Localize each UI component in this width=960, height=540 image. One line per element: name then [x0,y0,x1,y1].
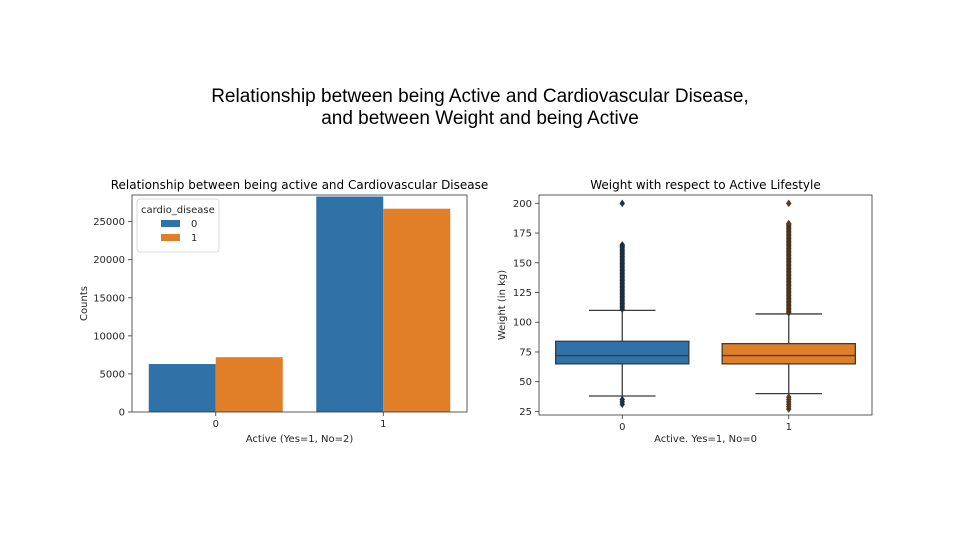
bar-legend-label-0: 0 [191,219,197,230]
bar-series-0-cat-0 [148,364,216,412]
bar-x-axis-label: Active (Yes=1, No=2) [246,434,354,445]
box-y-tick-label: 150 [513,258,532,269]
box-y-tick-label: 100 [513,318,532,329]
bar-legend-swatch-0 [161,220,180,227]
box-y-tick-label: 125 [513,288,532,299]
box-y-tick-label: 50 [519,377,532,388]
box-y-tick-label: 200 [513,199,532,210]
bar-series-0-cat-1 [316,196,384,412]
bar-y-tick-label: 10000 [93,331,125,342]
box-y-tick-label: 175 [513,229,532,240]
box-1-outlier [786,393,792,402]
box-x-tick-label: 1 [786,422,792,433]
box-0-iqr-box [555,340,690,365]
bar-legend-label-1: 1 [191,233,197,244]
box-chart-frame [538,194,873,416]
bar-series-1-cat-0 [215,357,283,412]
slide-title-line-1: Relationship between being Active and Ca… [211,86,749,107]
box-x-tick-label: 0 [619,422,625,433]
bar-series-1-cat-1 [383,208,451,412]
box-1-iqr-box [721,342,857,365]
bar-legend-swatch-1 [161,234,180,241]
box-y-axis-label: Weight (in kg) [497,270,508,340]
bar-y-tick-label: 0 [119,408,125,419]
slide-title-line-2: and between Weight and being Active [321,108,639,129]
bar-y-tick-label: 20000 [93,255,125,266]
bar-chart-title: Relationship between being active and Ca… [111,178,489,192]
bar-x-tick-label: 1 [380,419,386,430]
box-1-outlier [786,199,792,208]
box-y-tick-label: 25 [519,407,532,418]
box-y-tick-label: 75 [519,347,532,358]
box-0-outlier [619,199,625,208]
bar-y-tick-label: 5000 [100,369,125,380]
slide-title: Relationship between being Active and Ca… [0,86,960,130]
box-chart-title: Weight with respect to Active Lifestyle [590,178,821,192]
bar-y-axis-label: Counts [79,286,90,321]
box-x-axis-label: Active. Yes=1, No=0 [654,434,757,445]
bar-chart-frame [131,194,468,413]
bar-legend-title: cardio_disease [141,205,215,216]
bar-y-tick-label: 15000 [93,293,125,304]
box-0-outlier [619,395,625,404]
box-1-outlier [786,219,792,228]
bar-y-tick-label: 25000 [93,217,125,228]
box-0-outlier [619,241,625,249]
bar-x-tick-label: 0 [213,419,219,430]
